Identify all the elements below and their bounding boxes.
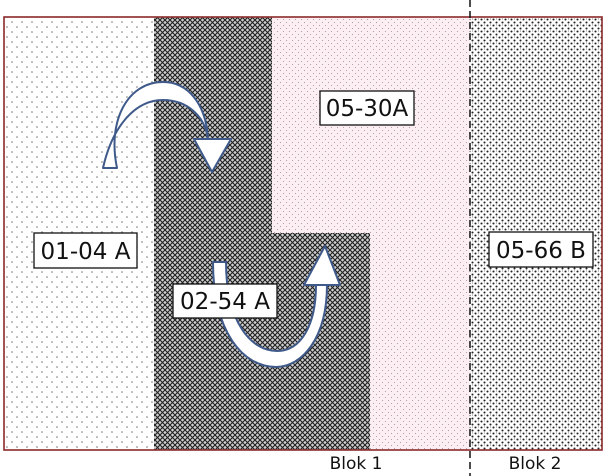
label-05-66-text: 05-66 B xyxy=(496,238,586,264)
blok-2-label: Blok 2 xyxy=(509,454,562,474)
zone-02-54-area xyxy=(154,17,370,450)
outer-border xyxy=(3,16,603,451)
label-05-66: 05-66 B xyxy=(488,231,594,268)
label-02-54-text: 02-54 A xyxy=(180,289,270,315)
label-01-04-text: 01-04 A xyxy=(41,239,131,265)
label-02-54: 02-54 A xyxy=(172,283,278,319)
label-05-30: 05-30A xyxy=(319,90,415,126)
arrow-upper-curved xyxy=(102,81,232,173)
arrow-lower-curved xyxy=(212,245,341,368)
label-05-30-text: 05-30A xyxy=(326,96,409,122)
label-01-04: 01-04 A xyxy=(33,232,138,269)
blok-1-label: Blok 1 xyxy=(330,454,383,474)
